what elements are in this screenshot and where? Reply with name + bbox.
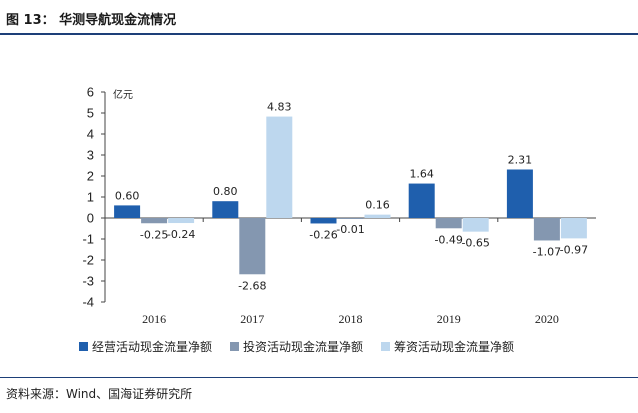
bar <box>266 116 293 218</box>
legend-swatch <box>79 342 88 351</box>
data-label: -0.24 <box>167 228 195 241</box>
bar <box>462 218 489 232</box>
data-label: -1.07 <box>533 245 561 258</box>
data-label: 1.64 <box>409 168 434 181</box>
x-tick-label: 2017 <box>240 312 264 326</box>
y-tick-label: 1 <box>87 190 94 205</box>
bar <box>506 169 533 218</box>
y-tick-label: 2 <box>87 169 94 184</box>
bar <box>364 214 391 218</box>
footer-rule <box>0 377 638 378</box>
cash-flow-chart: 6 5 4 3 2 1 0 -1 -2 -3 -4 亿元 2016 2017 2018 2019 2020 0.… <box>79 85 596 354</box>
title-rule <box>0 33 638 35</box>
y-tick-label: 6 <box>87 85 94 100</box>
data-label: 0.80 <box>213 185 238 198</box>
legend-label: 投资活动现金流量净额 <box>243 339 363 354</box>
y-tick-label: -1 <box>82 232 94 247</box>
x-tick-label: 2019 <box>437 312 461 326</box>
y-tick-label: 0 <box>87 211 94 226</box>
data-label: -0.01 <box>336 223 364 236</box>
y-tick-label: 5 <box>87 106 94 121</box>
data-label: -0.49 <box>434 233 462 246</box>
legend-label: 经营活动现金流量净额 <box>92 339 212 354</box>
y-tick-label: -4 <box>82 295 94 310</box>
bar <box>533 218 560 241</box>
bar <box>310 218 337 224</box>
bar <box>435 218 462 229</box>
figure-title: 图 13： 华测导航现金流情况 <box>6 13 177 28</box>
chart-data-labels: 0.60 -0.25-0.24 0.80 -2.68 4.83 -0.26-0.010.1… <box>115 101 588 293</box>
legend-swatch <box>381 342 390 351</box>
data-label: 4.83 <box>267 101 292 114</box>
chart-legend: 经营活动现金流量净额 投资活动现金流量净额 筹资活动现金流量净额 <box>79 339 514 354</box>
data-label: -2.68 <box>238 279 266 292</box>
bar <box>408 183 435 218</box>
legend-label: 筹资活动现金流量净额 <box>394 339 514 354</box>
legend-swatch <box>230 342 239 351</box>
x-tick-label: 2018 <box>339 312 363 326</box>
x-tick-label: 2020 <box>535 312 559 326</box>
y-tick-label: 4 <box>87 127 94 142</box>
source-note: 资料来源：Wind、国海证券研究所 <box>6 387 193 401</box>
bar <box>239 218 266 275</box>
bar <box>212 201 239 218</box>
data-label: -0.65 <box>461 237 489 250</box>
bar <box>560 218 587 239</box>
data-label: 0.16 <box>365 199 390 212</box>
bar <box>168 218 195 224</box>
bar <box>114 205 141 218</box>
bar <box>141 218 168 224</box>
x-tick-label: 2016 <box>142 312 166 326</box>
data-label: 0.60 <box>115 189 140 202</box>
data-label: -0.25 <box>140 228 168 241</box>
y-tick-label: -2 <box>82 253 94 268</box>
y-tick-label: -3 <box>82 274 94 289</box>
chart-bars <box>114 116 587 275</box>
data-label: -0.97 <box>560 243 588 256</box>
y-tick-label: 3 <box>87 148 94 163</box>
bar <box>337 218 364 219</box>
data-label: -0.26 <box>309 228 337 241</box>
data-label: 2.31 <box>508 153 533 166</box>
y-unit-label: 亿元 <box>113 88 133 101</box>
